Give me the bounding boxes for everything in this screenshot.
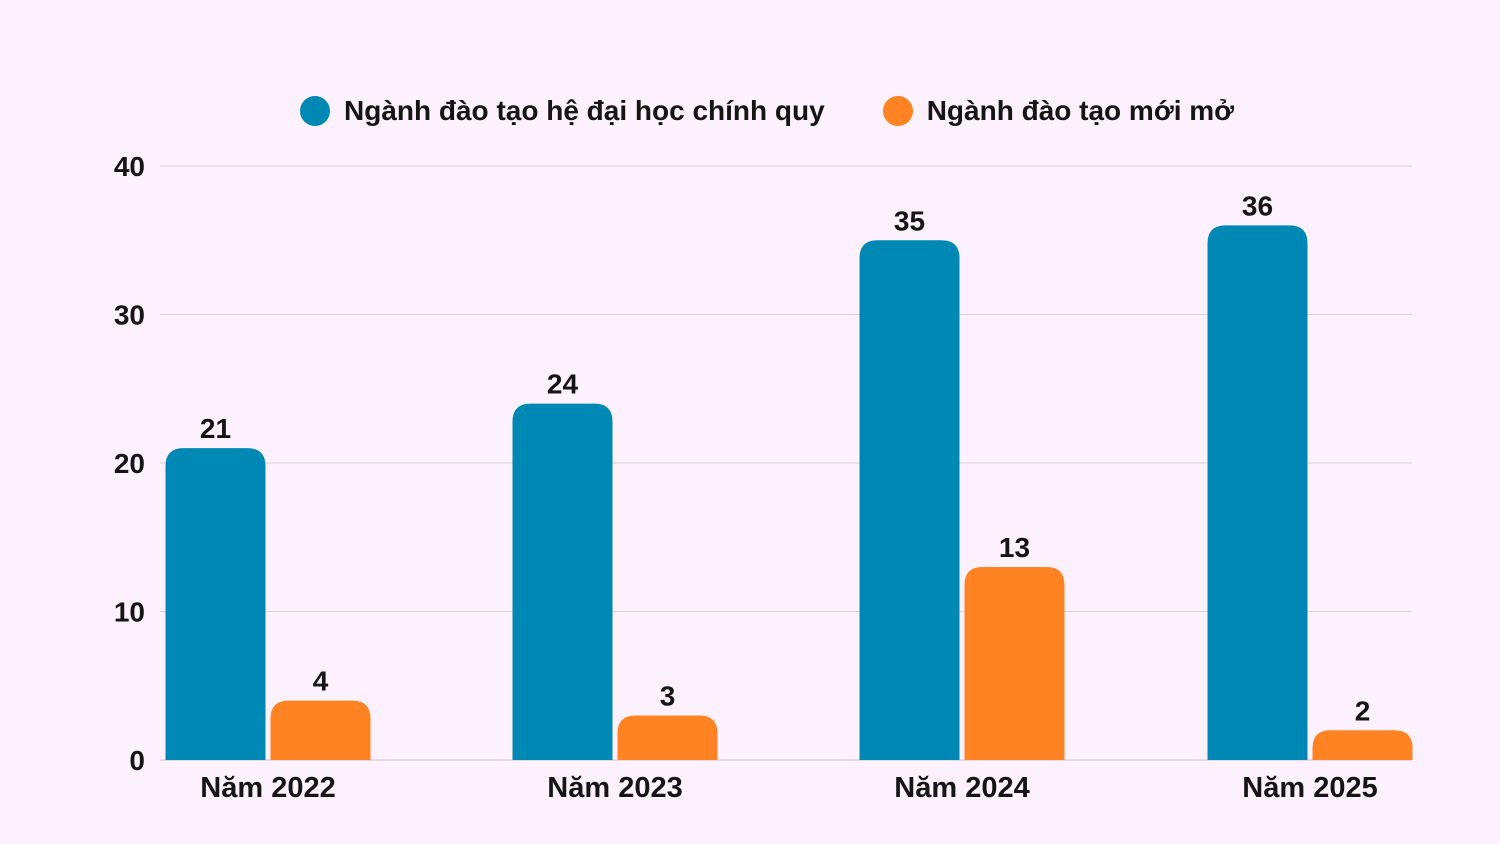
chart-legend: Ngành đào tạo hệ đại học chính quy Ngành… <box>300 93 1292 129</box>
bar-series-2 <box>270 700 371 760</box>
legend-item-series-2: Ngành đào tạo mới mở <box>882 95 1235 127</box>
bar-series-2 <box>1312 730 1413 760</box>
x-tick-label: Năm 2024 <box>894 772 1029 804</box>
y-tick-label: 40 <box>114 151 145 182</box>
y-tick-label: 30 <box>114 300 145 331</box>
y-tick-label: 0 <box>129 745 145 776</box>
legend-label-series-2: Ngành đào tạo mới mở <box>926 95 1235 126</box>
data-label: 24 <box>547 369 579 400</box>
x-tick-label: Năm 2022 <box>200 772 335 804</box>
bar-series-1 <box>165 448 266 760</box>
data-label: 21 <box>200 413 231 444</box>
bar-series-1 <box>512 403 613 760</box>
legend-label-series-1: Ngành đào tạo hệ đại học chính quy <box>344 95 825 126</box>
bar-series-1 <box>859 240 960 760</box>
data-label: 3 <box>660 680 676 711</box>
bar-series-2 <box>964 566 1065 760</box>
legend-item-series-1: Ngành đào tạo hệ đại học chính quy <box>300 95 825 127</box>
x-tick-label: Năm 2023 <box>547 772 682 804</box>
x-tick-label: Năm 2025 <box>1242 772 1377 804</box>
data-label: 35 <box>894 205 925 236</box>
data-label: 4 <box>313 666 329 697</box>
y-tick-label: 10 <box>114 597 145 628</box>
legend-swatch-series-1 <box>300 96 330 126</box>
data-label: 36 <box>1242 190 1273 221</box>
bar-series-1 <box>1207 225 1308 760</box>
bar-series-2 <box>617 715 718 760</box>
data-label: 13 <box>999 532 1030 563</box>
data-label: 2 <box>1355 695 1371 726</box>
y-tick-label: 20 <box>114 448 145 479</box>
legend-swatch-series-2 <box>882 96 913 126</box>
